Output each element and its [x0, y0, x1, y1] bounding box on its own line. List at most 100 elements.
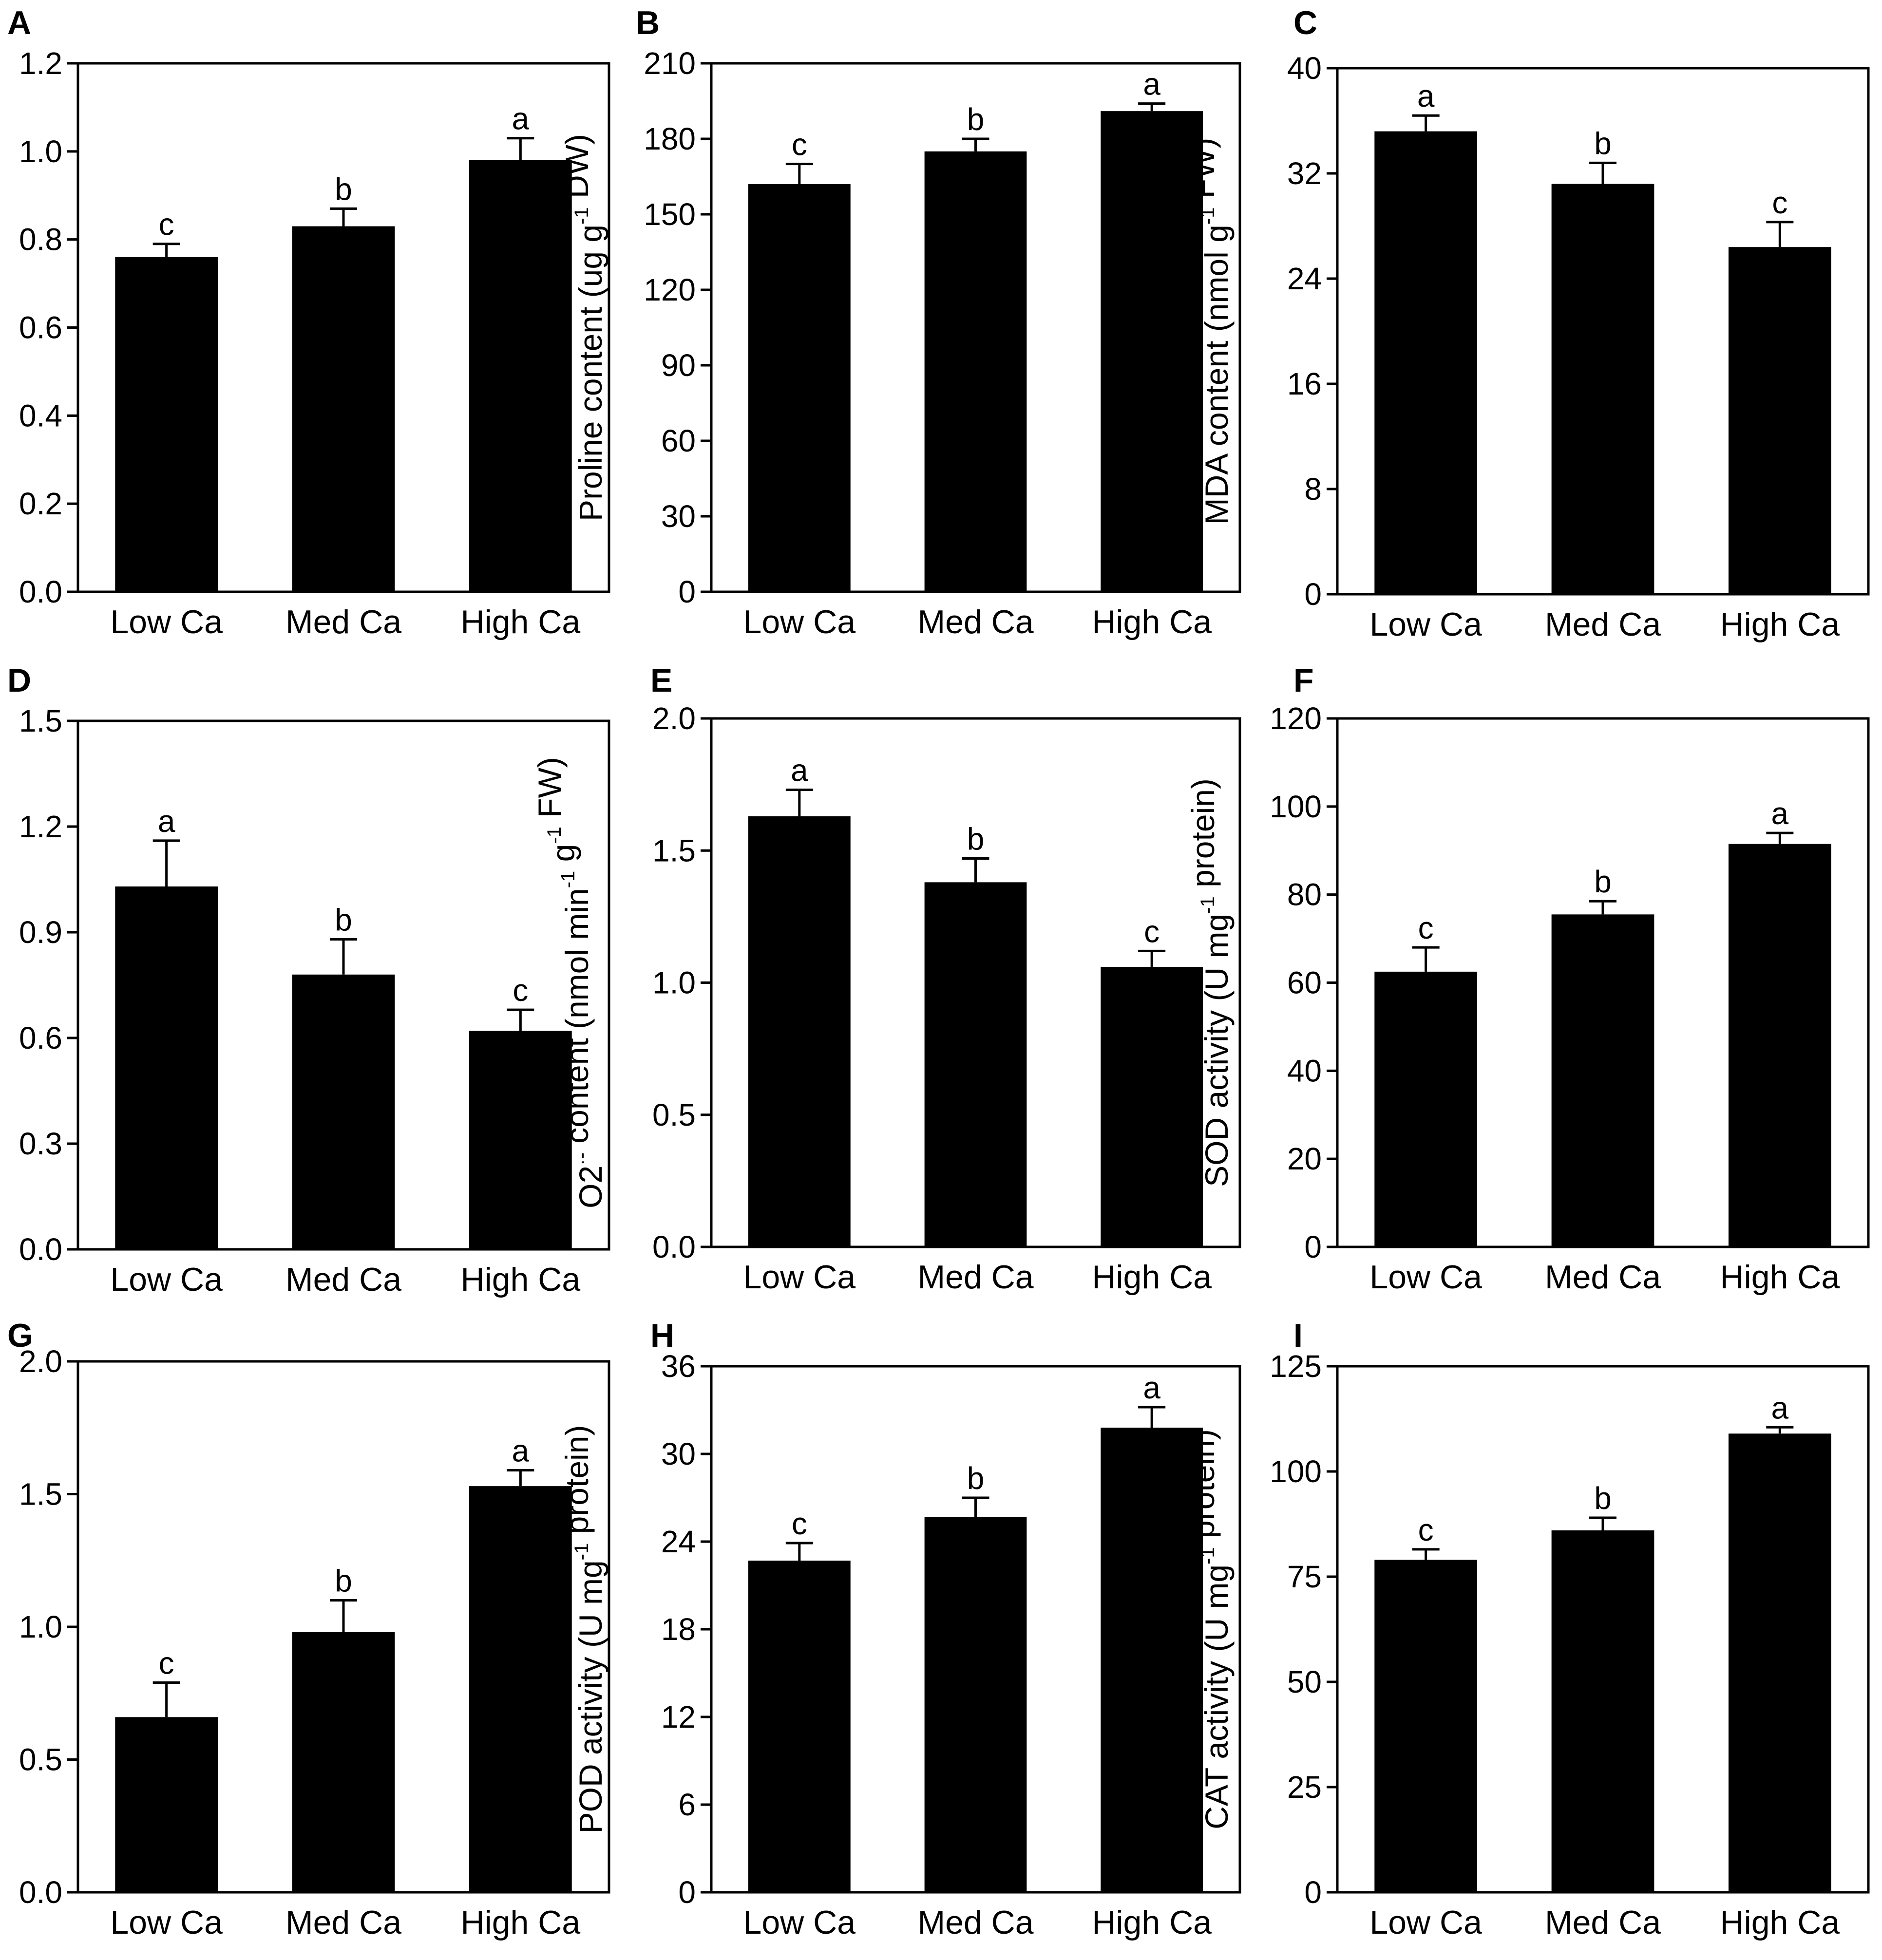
bar-high-ca [1728, 1433, 1831, 1892]
significance-label: c [513, 973, 528, 1008]
y-tick-label: 90 [661, 348, 696, 383]
significance-label: b [1594, 864, 1612, 899]
y-tick-label: 0.3 [19, 1126, 62, 1161]
y-tick-label: 0 [678, 1875, 696, 1910]
x-category-label: High Ca [1092, 1259, 1212, 1296]
significance-label: a [512, 101, 530, 136]
bar-high-ca [1101, 111, 1203, 592]
y-tick-label: 1.5 [652, 833, 696, 868]
y-tick-label: 0.8 [19, 222, 62, 257]
y-tick-label: 32 [1287, 156, 1322, 191]
panel-a: A 0.0 0.2 0.4 0.6 0.8 1.0 1.2 c Low Ca b Med Ca a Hig… [7, 4, 610, 641]
panel-letter: G [7, 1317, 33, 1354]
bar-med-ca [1551, 184, 1654, 595]
significance-label: c [1144, 914, 1160, 949]
significance-label: a [791, 753, 808, 788]
y-tick-label: 0.0 [19, 1875, 62, 1910]
x-category-label: High Ca [460, 603, 580, 641]
x-category-label: Low Ca [743, 603, 856, 641]
x-category-label: Med Ca [285, 603, 401, 641]
panel-letter: I [1293, 1317, 1303, 1354]
bar-high-ca [1728, 844, 1831, 1247]
x-category-label: Med Ca [1545, 1259, 1661, 1296]
y-tick-label: 30 [661, 1436, 696, 1471]
significance-label: c [792, 1506, 807, 1541]
y-tick-label: 36 [661, 1349, 696, 1384]
significance-label: c [1418, 1512, 1434, 1547]
y-tick-label: 12 [661, 1699, 696, 1734]
significance-label: c [1772, 185, 1787, 220]
y-tick-label: 0.2 [19, 486, 62, 521]
y-tick-label: 8 [1304, 471, 1322, 507]
y-tick-label: 210 [644, 46, 696, 81]
bar-low-ca [115, 257, 218, 592]
x-category-label: Med Ca [285, 1904, 401, 1941]
bar-high-ca [1101, 1428, 1203, 1892]
y-tick-label: 0 [1304, 1229, 1322, 1264]
significance-label: b [335, 1564, 352, 1599]
panel-f: F 0 20 40 60 80 100 120 c Low Ca b Med Ca a High Ca SO… [1185, 662, 1870, 1296]
panel-d: D 0.0 0.3 0.6 0.9 1.2 1.5 a Low Ca b Med Ca c High C… [7, 662, 610, 1298]
bar-med-ca [292, 974, 395, 1249]
y-tick-label: 24 [661, 1524, 696, 1559]
x-category-label: Med Ca [917, 1904, 1033, 1941]
x-category-label: Med Ca [917, 603, 1033, 641]
y-tick-label: 0 [1304, 1875, 1322, 1910]
bar-high-ca [469, 1486, 572, 1892]
significance-label: b [1594, 1481, 1612, 1516]
x-category-label: High Ca [1720, 1259, 1840, 1296]
y-axis-title: POD activity (U mg-1 protein) [559, 1425, 608, 1834]
significance-label: a [158, 804, 175, 839]
significance-label: a [1143, 1370, 1160, 1405]
x-category-label: Low Ca [110, 603, 223, 641]
significance-label: a [1417, 78, 1435, 113]
y-axis-title: O2·- content (nmol min-1 g-1 FW) [532, 757, 608, 1208]
y-tick-label: 0.5 [652, 1097, 696, 1132]
x-category-label: Low Ca [1369, 1259, 1482, 1296]
bar-low-ca [1374, 131, 1478, 595]
y-axis-title: MDA content (nmol g-1 FW) [1185, 138, 1235, 525]
y-tick-label: 1.0 [652, 965, 696, 1000]
bar-med-ca [924, 882, 1027, 1247]
y-tick-label: 0.9 [19, 915, 62, 950]
y-tick-label: 2.0 [652, 701, 696, 736]
y-tick-label: 0.0 [652, 1229, 696, 1264]
y-tick-label: 6 [678, 1787, 696, 1822]
bar-med-ca [924, 1517, 1027, 1892]
significance-label: c [1418, 910, 1434, 945]
y-tick-label: 75 [1287, 1559, 1322, 1594]
y-tick-label: 25 [1287, 1770, 1322, 1805]
x-category-label: Low Ca [1369, 606, 1482, 643]
panel-letter: B [636, 4, 660, 41]
y-tick-label: 50 [1287, 1664, 1322, 1699]
y-tick-label: 2.0 [19, 1344, 62, 1379]
x-category-label: High Ca [1092, 1904, 1212, 1941]
bar-low-ca [748, 1561, 851, 1892]
bar-low-ca [115, 1717, 218, 1892]
y-tick-label: 125 [1270, 1349, 1322, 1384]
significance-label: b [967, 822, 985, 857]
y-tick-label: 60 [661, 423, 696, 458]
y-tick-label: 180 [644, 121, 696, 156]
x-category-label: Low Ca [110, 1904, 223, 1941]
significance-label: b [967, 102, 985, 137]
y-tick-label: 1.5 [19, 1477, 62, 1512]
y-tick-label: 16 [1287, 366, 1322, 401]
y-tick-label: 1.0 [19, 134, 62, 169]
bar-med-ca [292, 226, 395, 592]
x-category-label: High Ca [1720, 1904, 1840, 1941]
y-tick-label: 1.0 [19, 1609, 62, 1644]
y-tick-label: 0.6 [19, 1020, 62, 1055]
panel-e: E 0.0 0.5 1.0 1.5 2.0 a Low Ca b Med Ca c High Ca O2… [532, 662, 1241, 1296]
y-tick-label: 0 [678, 574, 696, 609]
y-tick-label: 120 [1270, 701, 1322, 736]
y-axis-title: Proline content (ug g-1 DW) [559, 134, 608, 521]
x-category-label: Low Ca [743, 1259, 856, 1296]
panel-letter: D [7, 662, 31, 699]
y-tick-label: 0.0 [19, 574, 62, 609]
bar-med-ca [292, 1632, 395, 1892]
y-tick-label: 80 [1287, 877, 1322, 912]
y-tick-label: 40 [1287, 51, 1322, 86]
y-tick-label: 1.2 [19, 809, 62, 844]
